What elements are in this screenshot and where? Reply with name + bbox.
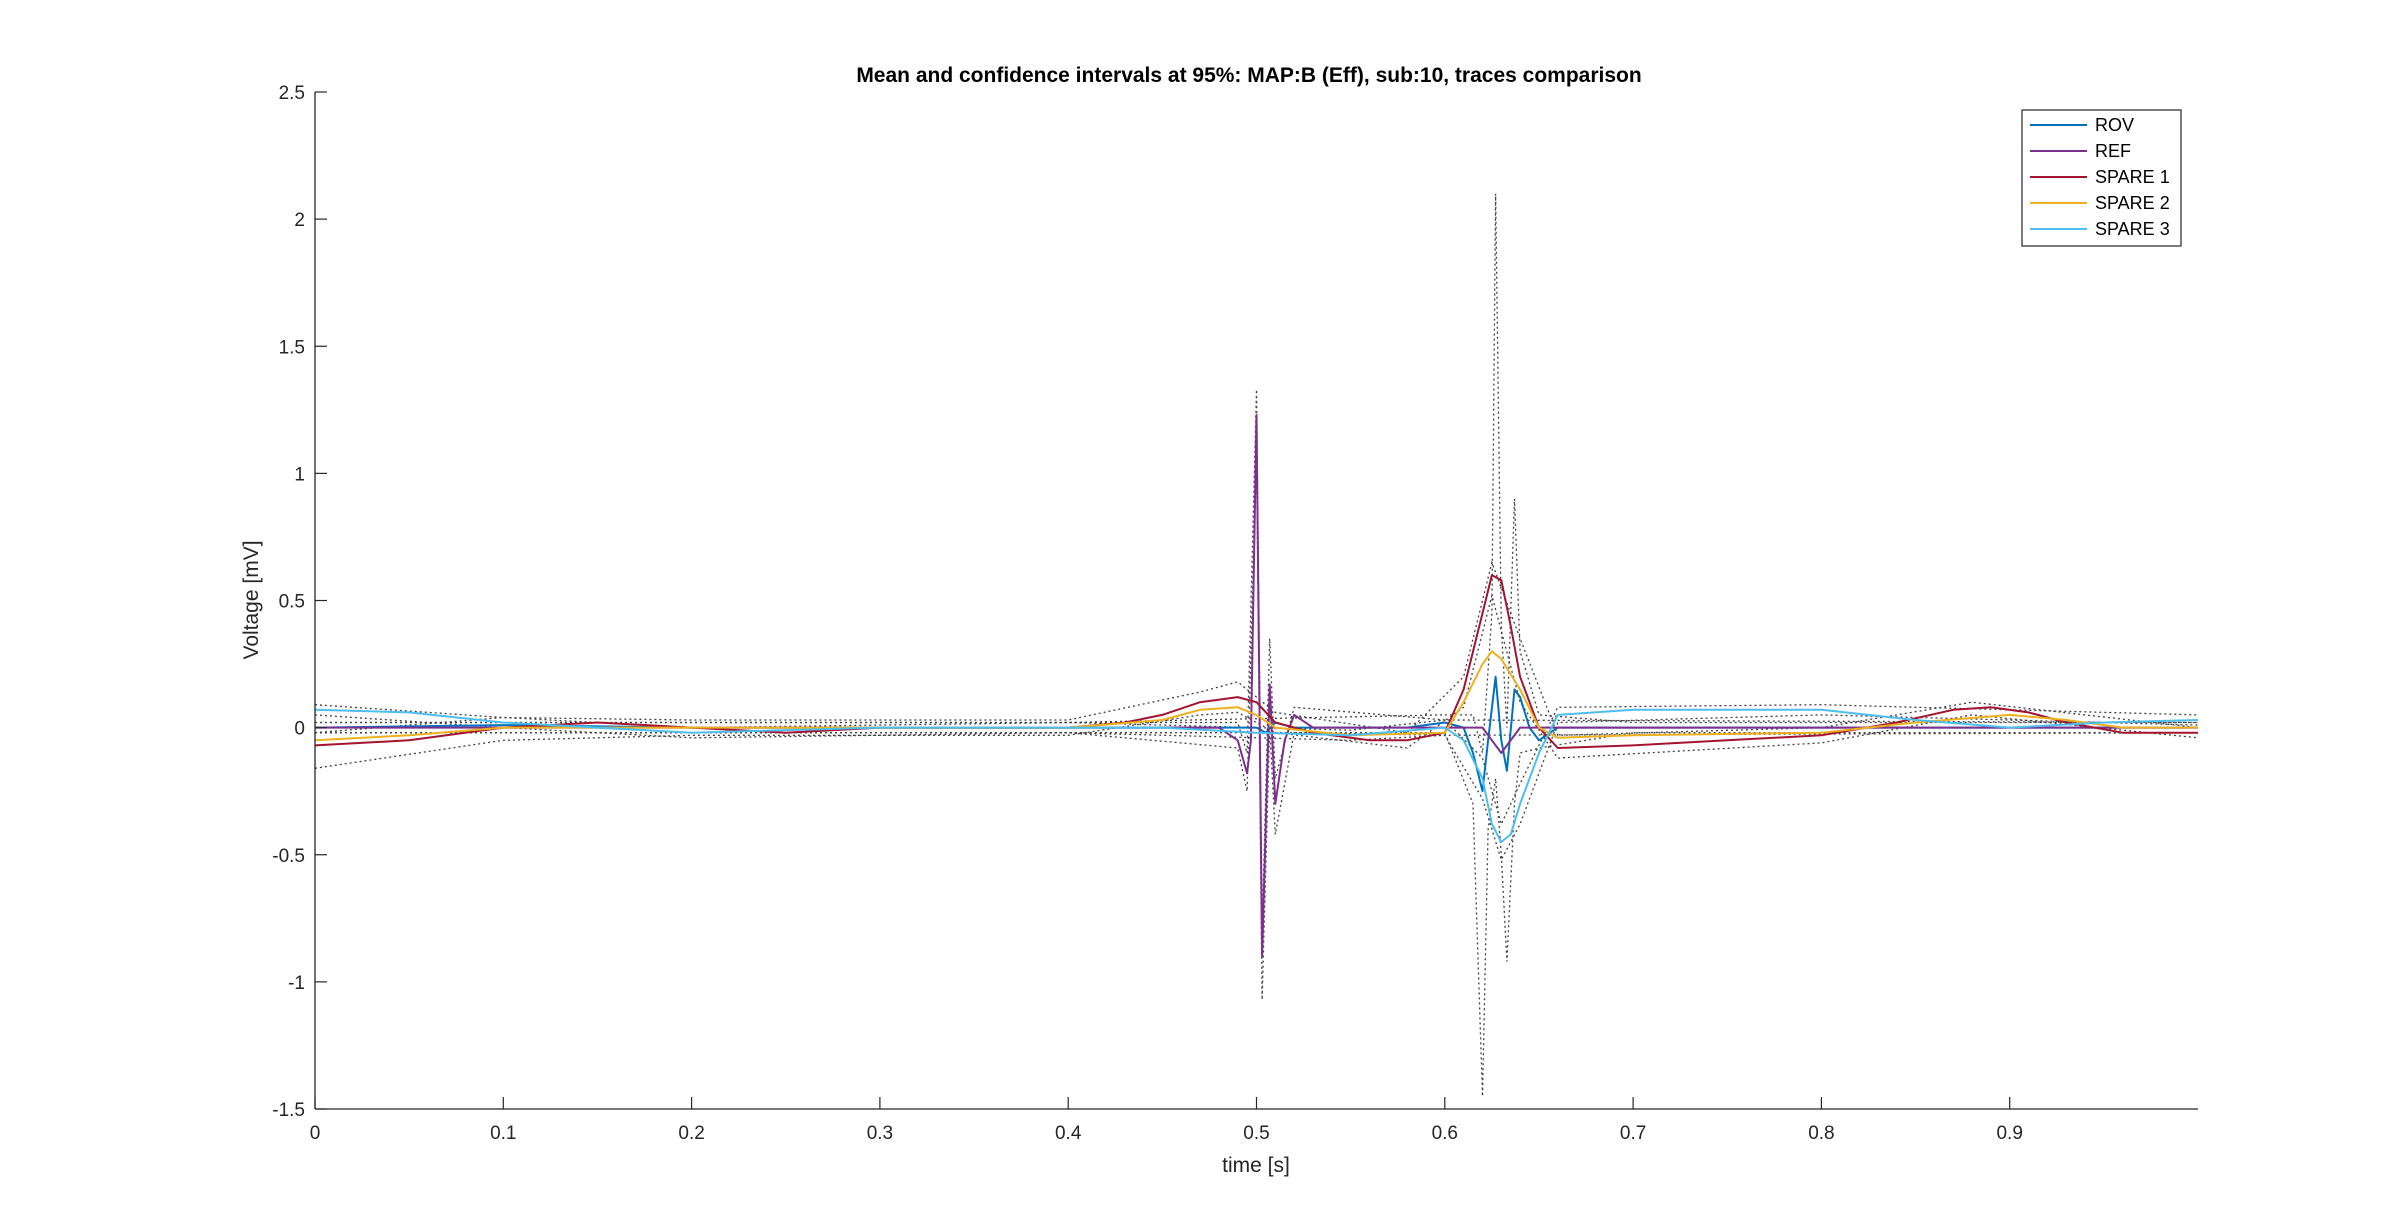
x-tick-label: 0.6 [1432, 1123, 1458, 1144]
y-tick-label: 1.5 [279, 337, 305, 358]
y-tick-label: 0.5 [279, 592, 305, 613]
y-tick-label: 1 [294, 464, 305, 485]
y-tick-label: 2 [294, 210, 305, 231]
x-tick-label: 0.3 [867, 1123, 893, 1144]
y-tick-label: -0.5 [272, 846, 305, 867]
legend-label: ROV [2095, 115, 2134, 135]
y-ticks: -1.5 -1 -0.5 0 0.5 1 1.5 2 2.5 [272, 83, 327, 1121]
legend-label: SPARE 2 [2095, 193, 2170, 213]
y-tick-label: -1 [288, 973, 305, 994]
ci-bound-line [314, 592, 2199, 769]
series-line [314, 708, 2199, 843]
x-tick-label: 0 [310, 1123, 321, 1144]
x-tick-label: 0.5 [1243, 1123, 1269, 1144]
legend-label: SPARE 1 [2095, 167, 2170, 187]
legend: ROV REF SPARE 1 SPARE 2 SPARE 3 [2021, 109, 2182, 247]
legend-label: SPARE 3 [2095, 219, 2170, 239]
y-tick-label: -1.5 [272, 1100, 305, 1121]
x-ticks: 0 0.1 0.2 0.3 0.4 0.5 0.6 0.7 0.8 0.9 [310, 1097, 2023, 1144]
confidence-interval-layer [314, 193, 2199, 1097]
series-layer [314, 413, 2199, 958]
x-tick-label: 0.9 [1996, 1123, 2022, 1144]
x-tick-label: 0.1 [490, 1123, 516, 1144]
x-tick-label: 0.2 [678, 1123, 704, 1144]
x-tick-label: 0.8 [1808, 1123, 1834, 1144]
ci-bound-line [315, 447, 2199, 1000]
plot-background [315, 92, 2198, 1109]
chart-title: Mean and confidence intervals at 95%: MA… [856, 64, 1641, 87]
ci-bound-line [314, 714, 2199, 862]
x-axis-label: time [s] [1222, 1154, 1290, 1177]
y-tick-label: 0 [294, 719, 305, 740]
ci-bound-line [315, 193, 2198, 754]
ci-bound-line [315, 389, 2199, 932]
legend-label: REF [2095, 141, 2131, 161]
y-axis-label: Voltage [mV] [240, 540, 263, 659]
x-tick-label: 0.4 [1055, 1123, 1082, 1144]
y-tick-label: 2.5 [279, 83, 305, 104]
x-tick-label: 0.7 [1620, 1123, 1646, 1144]
plot-area [315, 92, 2198, 1109]
